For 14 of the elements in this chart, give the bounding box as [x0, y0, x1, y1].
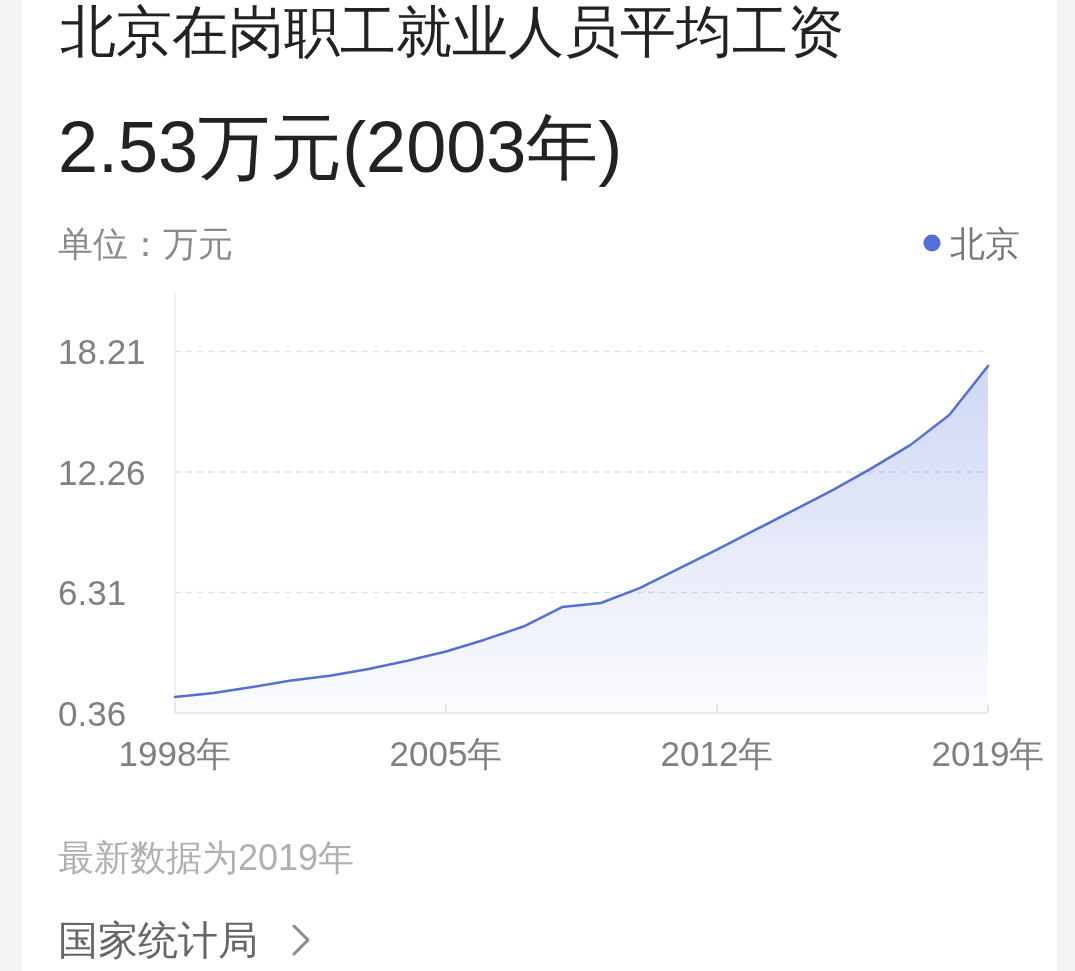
y-tick-label: 0.36: [58, 693, 127, 733]
x-tick-label: 2012年: [660, 733, 774, 773]
text: 最新数据为2019年: [58, 836, 355, 878]
chart-title: 北京在岗职工就业人员平均工资: [60, 0, 844, 63]
y-axis-title: 单位：万元: [58, 223, 233, 263]
x-tick-label: 1998年: [118, 733, 232, 773]
x-tick-label: 2005年: [389, 733, 503, 773]
y-tick-label: 12.26: [58, 452, 146, 492]
legend-label: 北京: [950, 223, 1020, 263]
y-tick-label: 6.31: [58, 573, 127, 613]
y-tick-label: 18.21: [58, 332, 146, 372]
chart-subtitle: 2.53万元(2003年): [58, 107, 623, 187]
x-tick-label: 2019年: [931, 733, 1045, 773]
text: 国家统计局: [58, 918, 258, 962]
